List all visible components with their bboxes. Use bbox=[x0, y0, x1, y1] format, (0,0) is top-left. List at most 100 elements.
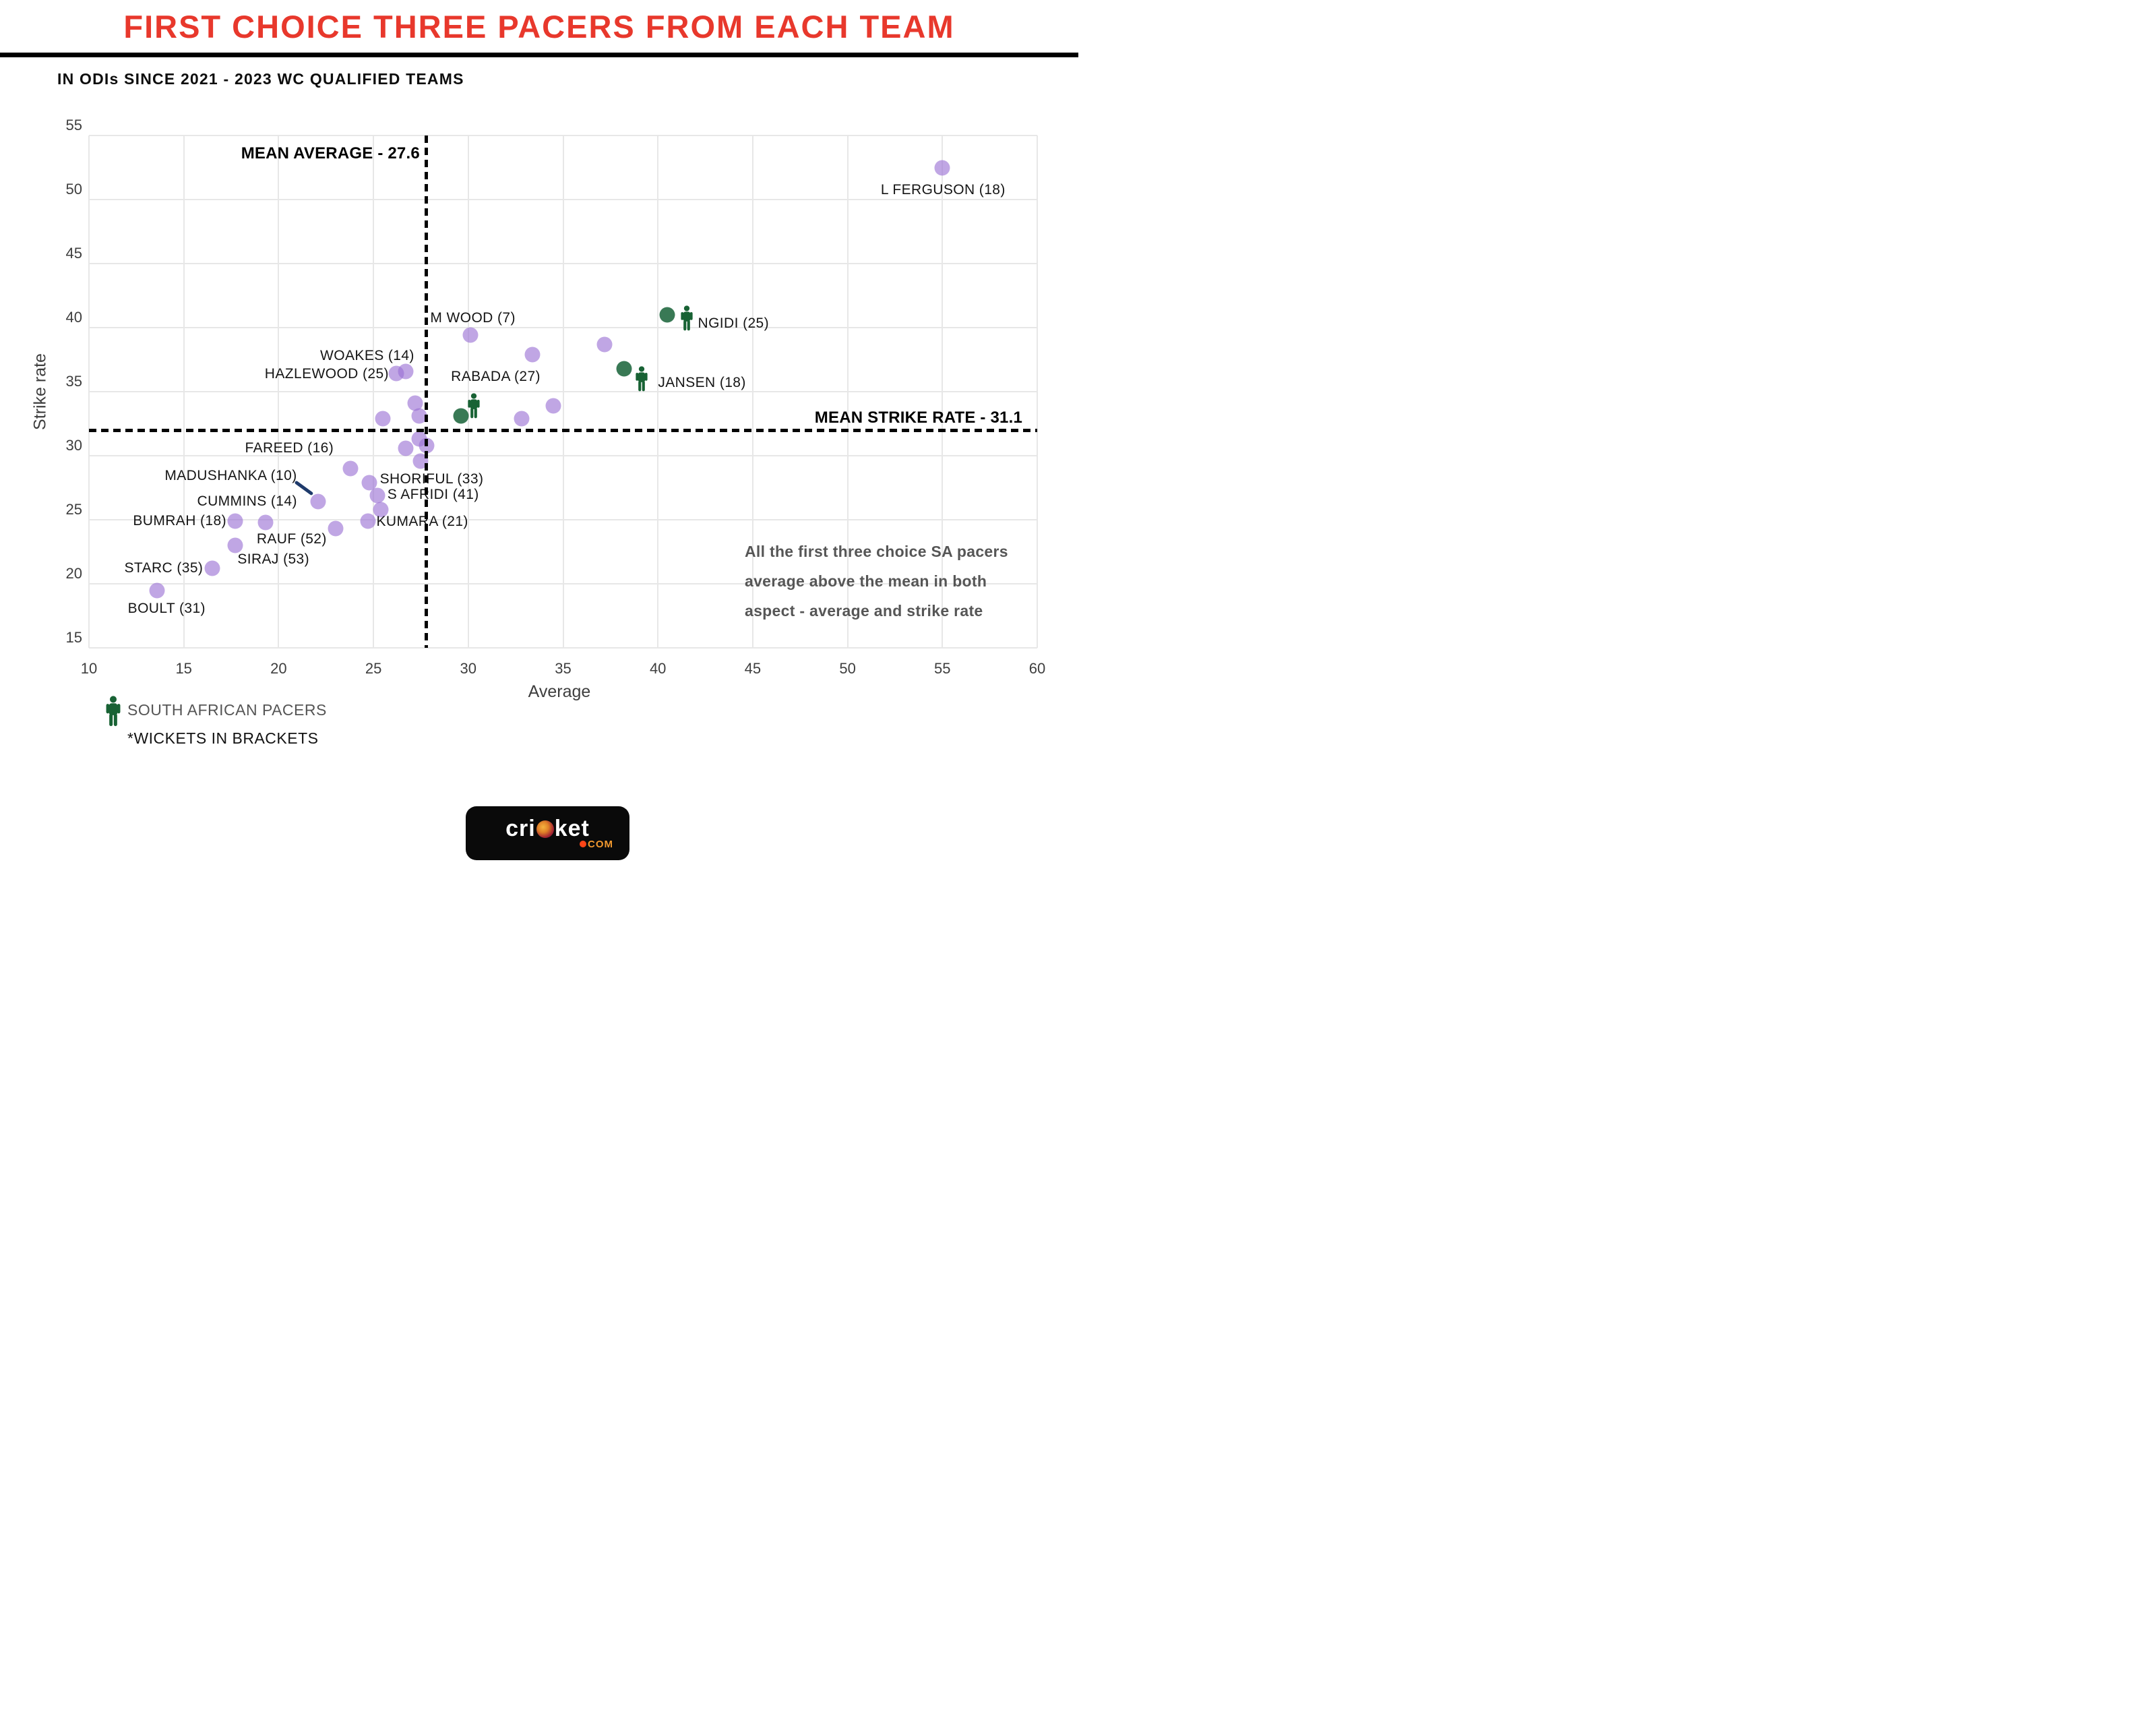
gridline-y-30 bbox=[89, 455, 1037, 456]
data-point-BOULT bbox=[149, 582, 165, 598]
point-label-L FERGUSON: L FERGUSON (18) bbox=[880, 181, 1006, 198]
point-label-CUMMINS: CUMMINS (14) bbox=[197, 493, 297, 509]
point-label-RABADA: RABADA (27) bbox=[451, 369, 541, 385]
scatter-chart: 10 15 20 25 30 35 40 45 50 55 60 15 20 25 30 35 40 45 50 55… bbox=[0, 0, 1078, 858]
x-tick-label-40: 40 bbox=[649, 660, 667, 677]
y-tick-label-15: 15 bbox=[65, 629, 82, 646]
point-label-JANSEN: JANSEN (18) bbox=[658, 374, 746, 390]
data-point-unlabeled bbox=[375, 411, 391, 427]
x-tick-label-20: 20 bbox=[270, 660, 287, 677]
point-label-M WOOD: M WOOD (7) bbox=[430, 310, 516, 326]
data-point-WOAKES bbox=[398, 363, 414, 380]
data-point-unlabeled bbox=[545, 398, 561, 414]
mean-strike-rate-label: MEAN STRIKE RATE - 31.1 bbox=[814, 409, 1022, 427]
data-point-FAREED bbox=[342, 460, 359, 477]
y-axis-title: Strike rate bbox=[30, 353, 50, 430]
gridline-y-40 bbox=[89, 327, 1037, 328]
annotation-text: All the first three choice SA pacers ave… bbox=[745, 537, 1008, 626]
logo-text-left: cri bbox=[505, 816, 536, 841]
gridline-y-55 bbox=[89, 135, 1037, 136]
x-tick-label-45: 45 bbox=[744, 660, 762, 677]
gridline-y-25 bbox=[89, 519, 1037, 520]
x-axis-title: Average bbox=[528, 682, 591, 701]
logo-wordmark: cri ket bbox=[466, 816, 629, 842]
data-point-L FERGUSON bbox=[934, 160, 950, 175]
data-point-unlabeled bbox=[373, 502, 389, 518]
point-label-BUMRAH: BUMRAH (18) bbox=[133, 512, 226, 529]
gridline-y-35 bbox=[89, 391, 1037, 392]
gridline-x-60 bbox=[1037, 136, 1038, 648]
legend-sa-pacers-row: SOUTH AFRICAN PACERS bbox=[104, 696, 326, 729]
title-divider bbox=[0, 53, 1078, 57]
y-tick-label-20: 20 bbox=[65, 565, 82, 582]
y-tick-label-55: 55 bbox=[65, 117, 82, 133]
data-point-unlabeled bbox=[514, 411, 530, 427]
page-title: FIRST CHOICE THREE PACERS FROM EACH TEAM bbox=[123, 9, 955, 44]
point-label-FAREED: FAREED (16) bbox=[245, 440, 334, 456]
y-tick-label-40: 40 bbox=[65, 309, 82, 326]
gridline-y-45 bbox=[89, 263, 1037, 264]
point-label-WOAKES: WOAKES (14) bbox=[320, 347, 414, 363]
mean-average-label: MEAN AVERAGE - 27.6 bbox=[241, 144, 420, 162]
x-tick-label-10: 10 bbox=[80, 660, 98, 677]
data-point-BUMRAH bbox=[227, 513, 243, 529]
y-tick-label-30: 30 bbox=[65, 437, 82, 454]
y-tick-label-25: 25 bbox=[65, 501, 82, 518]
callout-line-MADUSHANKA bbox=[295, 480, 314, 496]
data-point-SHORIFUL bbox=[361, 475, 377, 491]
person-icon-JANSEN bbox=[634, 366, 649, 395]
person-icon bbox=[104, 696, 122, 729]
point-label-STARC: STARC (35) bbox=[124, 560, 204, 576]
annotation-line: All the first three choice SA pacers bbox=[745, 543, 1008, 560]
data-point-S AFRIDI bbox=[369, 487, 386, 504]
point-label-SHORIFUL: SHORIFUL (33) bbox=[379, 471, 484, 487]
annotation-line: average above the mean in both bbox=[745, 572, 987, 590]
legend-wickets-note: *WICKETS IN BRACKETS bbox=[127, 729, 319, 747]
point-label-BOULT: BOULT (31) bbox=[127, 600, 206, 616]
cricket-ball-icon bbox=[536, 820, 554, 838]
data-point-unlabeled bbox=[407, 395, 423, 411]
cricket-com-logo: cri ket COM bbox=[466, 806, 629, 860]
y-tick-label-35: 35 bbox=[65, 373, 82, 390]
gridline-y-50 bbox=[89, 199, 1037, 200]
data-point-unlabeled bbox=[596, 336, 613, 353]
point-label-HAZLEWOOD: HAZLEWOOD (25) bbox=[264, 366, 389, 382]
x-tick-label-35: 35 bbox=[555, 660, 572, 677]
x-tick-label-60: 60 bbox=[1028, 660, 1046, 677]
data-point-JANSEN bbox=[616, 361, 632, 377]
point-label-SIRAJ: SIRAJ (53) bbox=[237, 551, 310, 567]
mean-average-line bbox=[425, 136, 429, 648]
legend-sa-pacers-label: SOUTH AFRICAN PACERS bbox=[127, 701, 327, 719]
logo-dot-icon bbox=[580, 841, 586, 847]
point-label-KUMARA: KUMARA (21) bbox=[376, 513, 468, 529]
mean-strike-rate-line bbox=[89, 428, 1037, 432]
page-subtitle: IN ODIs SINCE 2021 - 2023 WC QUALIFIED T… bbox=[57, 70, 464, 88]
x-tick-label-15: 15 bbox=[175, 660, 192, 677]
data-point-KUMARA bbox=[360, 513, 376, 529]
gridline-y-15 bbox=[89, 647, 1037, 649]
logo-tld: COM bbox=[580, 839, 613, 851]
data-point-NGIDI bbox=[659, 307, 675, 323]
y-tick-label-50: 50 bbox=[65, 181, 82, 198]
gridline-y-20 bbox=[89, 583, 1037, 584]
data-point-SIRAJ bbox=[227, 537, 243, 553]
point-label-NGIDI: NGIDI (25) bbox=[698, 315, 770, 331]
point-label-S AFRIDI: S AFRIDI (41) bbox=[387, 486, 479, 502]
person-icon-NGIDI bbox=[679, 305, 694, 334]
person-icon-RABADA bbox=[466, 393, 481, 422]
x-tick-label-25: 25 bbox=[365, 660, 382, 677]
data-point-unlabeled bbox=[412, 453, 429, 469]
annotation-line: aspect - average and strike rate bbox=[745, 602, 983, 620]
data-point-CUMMINS bbox=[257, 514, 274, 531]
point-label-MADUSHANKA: MADUSHANKA (10) bbox=[164, 468, 297, 484]
data-point-MADUSHANKA bbox=[310, 493, 326, 510]
x-tick-label-50: 50 bbox=[839, 660, 856, 677]
x-tick-label-30: 30 bbox=[460, 660, 477, 677]
data-point-M WOOD bbox=[462, 327, 479, 343]
data-point-unlabeled bbox=[411, 431, 427, 447]
data-point-RAUF bbox=[328, 520, 344, 537]
data-point-RABADA bbox=[453, 408, 469, 424]
y-tick-label-45: 45 bbox=[65, 245, 82, 262]
data-point-unlabeled bbox=[411, 408, 427, 424]
point-label-RAUF: RAUF (52) bbox=[256, 531, 327, 547]
